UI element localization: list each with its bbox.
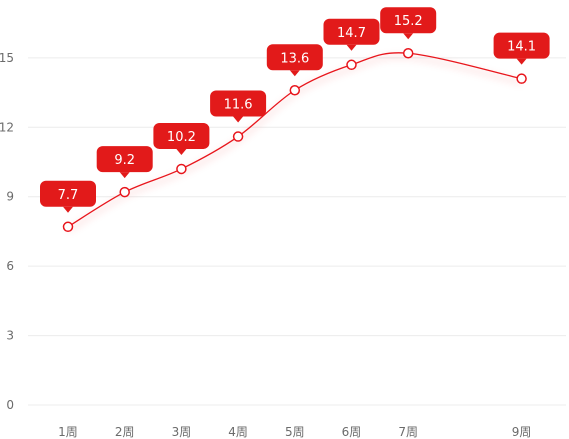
data-points xyxy=(62,47,527,233)
series-line-group xyxy=(67,52,522,228)
x-axis: 1周 2周 3周 4周 5周 6周 7周 9周 xyxy=(58,425,531,439)
x-tick-label: 2周 xyxy=(115,425,135,439)
data-label-bubble xyxy=(210,90,267,117)
x-tick-label: 4周 xyxy=(228,425,248,439)
x-tick-label: 9周 xyxy=(512,425,532,439)
data-label-bubble xyxy=(493,32,550,59)
data-label-text: 7.7 xyxy=(58,188,79,203)
data-label-callout: 13.6 xyxy=(266,44,323,77)
grid-lines xyxy=(28,57,566,406)
data-point[interactable] xyxy=(289,85,301,96)
y-axis: 0 3 6 9 12 15 xyxy=(0,51,14,412)
data-label-text: 13.6 xyxy=(280,51,309,66)
data-label-pointer xyxy=(289,70,300,77)
data-label-callout: 14.7 xyxy=(323,18,380,51)
data-point[interactable] xyxy=(232,131,244,142)
data-point[interactable] xyxy=(402,47,414,59)
y-tick-label: 12 xyxy=(0,120,14,134)
x-tick-label: 7周 xyxy=(398,425,418,439)
data-point[interactable] xyxy=(176,163,187,175)
x-tick-label: 1周 xyxy=(58,425,78,439)
data-point[interactable] xyxy=(346,59,357,71)
x-tick-label: 3周 xyxy=(172,425,192,439)
y-tick-label: 6 xyxy=(6,259,14,273)
y-tick-label: 0 xyxy=(6,398,14,412)
data-label-pointer xyxy=(119,172,130,179)
data-label-text: 10.2 xyxy=(167,130,196,145)
data-point[interactable] xyxy=(516,73,527,84)
x-tick-label: 6周 xyxy=(342,425,362,439)
data-label-bubble xyxy=(266,44,323,71)
data-label-bubble xyxy=(153,122,210,149)
data-label-text: 14.1 xyxy=(507,40,536,55)
data-label-pointer xyxy=(63,206,73,213)
series-line xyxy=(67,52,522,228)
y-tick-label: 3 xyxy=(6,329,14,343)
data-point[interactable] xyxy=(119,186,130,198)
data-label-callout: 10.2 xyxy=(153,122,210,155)
data-label-callout: 7.7 xyxy=(40,180,96,213)
data-label-pointer xyxy=(516,58,527,65)
y-tick-label: 9 xyxy=(6,190,14,204)
data-label-pointer xyxy=(233,116,244,123)
data-label-pointer xyxy=(403,33,414,40)
data-label-callout: 14.1 xyxy=(493,32,550,65)
data-labels: 7.7 9.2 10.2 11.6 13.6 14.7 15.2 14.1 xyxy=(40,7,550,213)
data-label-bubble xyxy=(40,180,96,207)
data-label-callout: 11.6 xyxy=(210,90,267,123)
y-tick-label: 15 xyxy=(0,51,14,65)
data-label-callout: 15.2 xyxy=(380,7,437,40)
data-label-bubble xyxy=(96,146,153,173)
data-label-pointer xyxy=(176,148,187,155)
data-label-bubble xyxy=(323,18,380,45)
data-point[interactable] xyxy=(62,221,74,233)
data-label-text: 11.6 xyxy=(224,98,253,113)
data-label-text: 15.2 xyxy=(394,14,423,29)
data-label-bubble xyxy=(380,7,437,34)
data-label-callout: 9.2 xyxy=(96,146,153,179)
x-tick-label: 5周 xyxy=(285,425,305,439)
data-label-text: 14.7 xyxy=(337,26,366,41)
data-label-pointer xyxy=(346,44,357,51)
data-label-text: 9.2 xyxy=(114,153,135,168)
